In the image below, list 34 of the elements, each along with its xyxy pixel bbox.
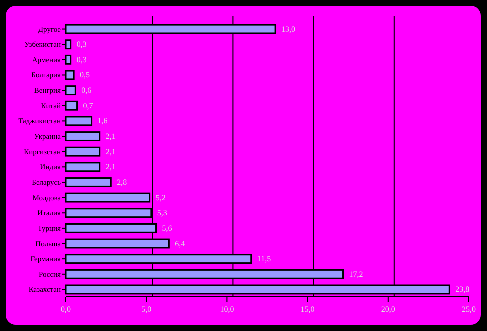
bar: [65, 162, 101, 172]
data-label: 5,2: [156, 193, 166, 202]
data-label: 0,5: [80, 70, 90, 80]
data-label: 6,4: [175, 239, 186, 248]
bar: [65, 116, 93, 126]
bar: [65, 70, 75, 80]
bar: [65, 132, 101, 142]
x-tick-label: 20,0: [381, 305, 396, 314]
x-tick-label: 0,0: [61, 305, 71, 314]
data-label: 2,1: [106, 162, 116, 172]
data-label: 5,6: [162, 224, 172, 233]
data-label: 2,8: [117, 178, 128, 187]
data-label: 17,2: [349, 270, 364, 279]
x-tick-label: 5,0: [142, 305, 152, 314]
data-label: 2,1: [106, 147, 116, 156]
data-label: 2,1: [106, 132, 116, 142]
data-label: 0,7: [83, 101, 94, 110]
data-label: 5,3: [157, 208, 168, 218]
bar: [65, 54, 72, 65]
x-tick-label: 15,0: [300, 305, 315, 314]
bar: [65, 40, 72, 50]
bar: [65, 86, 76, 96]
data-label: 0,3: [76, 55, 87, 64]
data-label: 11,5: [257, 254, 272, 264]
data-label: 1,6: [98, 116, 108, 126]
data-label: 0,6: [82, 86, 92, 96]
x-tick-label: 10,0: [220, 305, 234, 314]
data-label: 0,3: [76, 40, 87, 50]
data-label: 13,0: [282, 24, 296, 34]
bar: [65, 100, 78, 111]
data-label: 23,8: [456, 285, 470, 294]
bar: [65, 146, 101, 157]
x-tick-label: 25,0: [462, 305, 476, 314]
bar: [65, 178, 112, 188]
